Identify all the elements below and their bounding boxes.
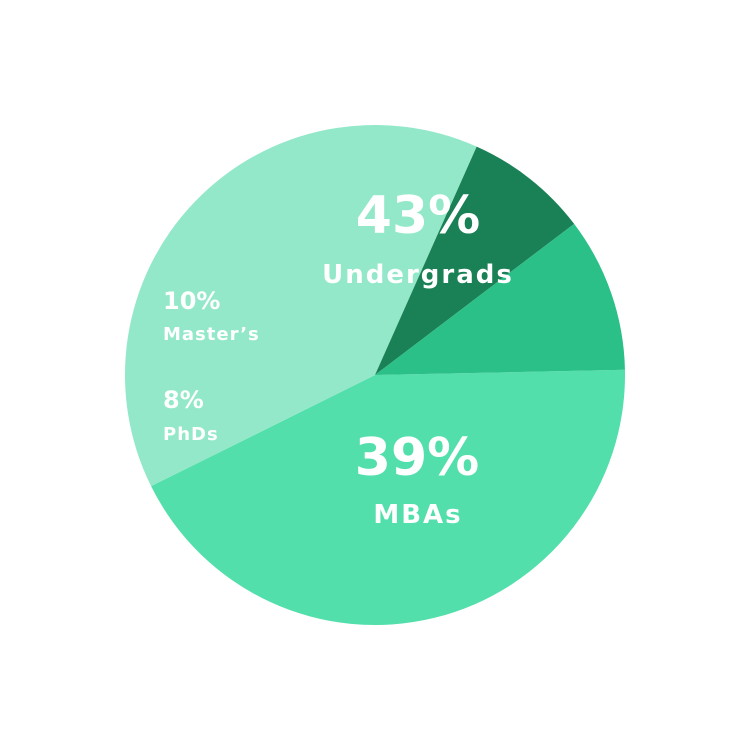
phds-percent-label: 8% — [163, 386, 204, 414]
slice-label-undergrads: 43% Undergrads — [322, 186, 514, 290]
masters-percent-label: 10% — [163, 287, 220, 315]
mbas-percent-label: 39% — [355, 428, 479, 488]
mbas-category-label: MBAs — [373, 500, 462, 530]
pie-slice-undergrads — [151, 369, 626, 626]
pie-slice-phds — [375, 146, 575, 375]
phds-category-label: PhDs — [163, 424, 219, 445]
slice-label-phds: 8% PhDs — [163, 386, 219, 445]
undergrads-percent-label: 43% — [356, 186, 480, 246]
pie-slice-master-s — [375, 223, 625, 375]
slice-label-masters: 10% Master’s — [163, 287, 260, 345]
slice-label-mbas: 39% MBAs — [355, 428, 479, 530]
masters-category-label: Master’s — [163, 324, 260, 345]
undergrads-category-label: Undergrads — [322, 260, 514, 290]
pie-slice-mbas — [124, 124, 477, 487]
pie-slices — [124, 124, 626, 626]
